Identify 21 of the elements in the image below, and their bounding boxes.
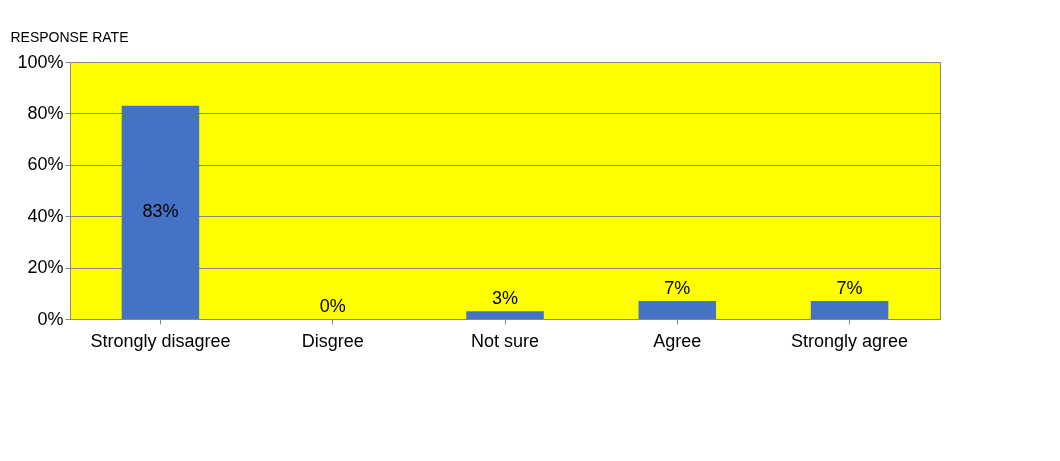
bar <box>466 311 544 319</box>
y-tick-label: 100% <box>17 51 64 72</box>
y-tick-label: 0% <box>37 308 64 329</box>
data-label: 7% <box>836 278 863 299</box>
bar <box>121 105 200 319</box>
y-tick-label: 80% <box>27 102 64 123</box>
data-label: 0% <box>319 296 346 316</box>
x-tick-label: Disgree <box>301 330 364 351</box>
y-tick-label: 60% <box>27 154 64 175</box>
x-tick-label: Agree <box>653 330 702 351</box>
bar <box>810 301 889 319</box>
data-label: 83% <box>142 201 179 222</box>
y-tick-label: 20% <box>27 257 64 278</box>
x-tick-label: Strongly agree <box>791 330 909 351</box>
y-axis-title: RESPONSE RATE <box>10 28 129 45</box>
x-tick-label: Not sure <box>470 330 540 351</box>
x-tick-label: Strongly disagree <box>90 330 231 351</box>
data-label: 7% <box>664 278 691 299</box>
y-tick-label: 40% <box>27 205 64 226</box>
data-label: 3% <box>491 288 519 309</box>
bar <box>638 301 717 319</box>
